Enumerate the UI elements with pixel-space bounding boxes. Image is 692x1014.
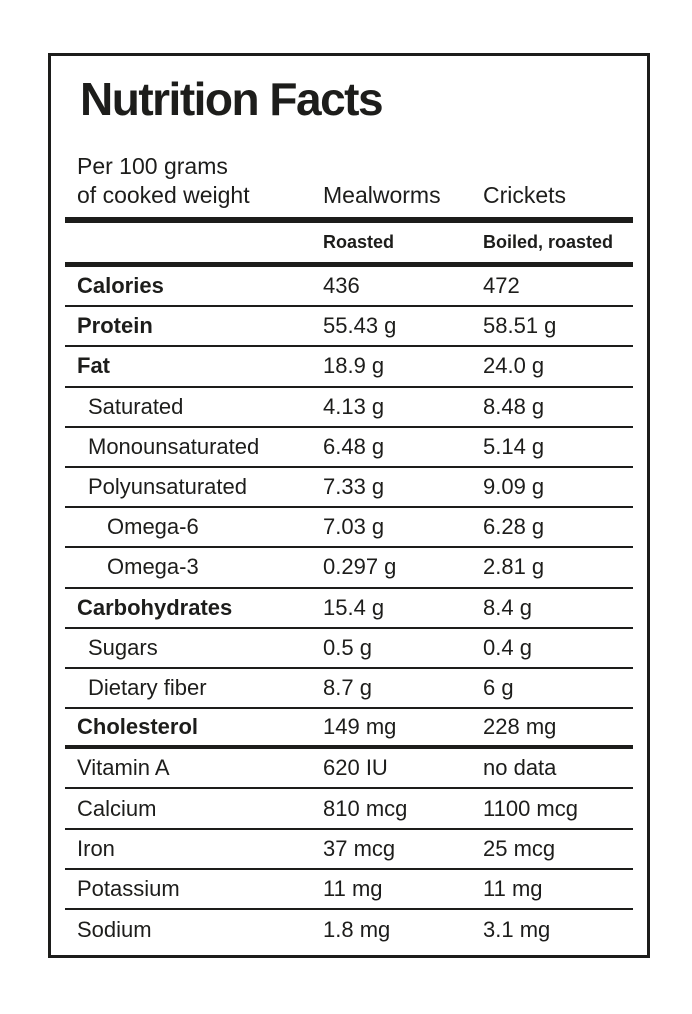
nutrient-label: Omega-3 <box>107 554 199 580</box>
nutrient-label: Calories <box>77 273 164 299</box>
row-monounsaturated: Monounsaturated 6.48 g 5.14 g <box>65 428 633 468</box>
label-title: Nutrition Facts <box>80 73 384 125</box>
crickets-value: 3.1 mg <box>483 917 551 943</box>
mealworms-value: 436 <box>323 273 360 299</box>
nutrient-label: Saturated <box>88 393 184 419</box>
crickets-value: 6.28 g <box>483 514 545 540</box>
mealworms-value: 18.9 g <box>323 353 385 379</box>
preparation-mealworms: Roasted <box>323 232 395 252</box>
row-calcium: Calcium 810 mcg 1100 mcg <box>65 789 633 830</box>
row-fat: Fat 18.9 g 24.0 g <box>65 347 633 388</box>
row-iron: Iron 37 mcg 25 mcg <box>65 830 633 870</box>
nutrient-label: Cholesterol <box>77 714 199 740</box>
row-polyunsaturated: Polyunsaturated 7.33 g 9.09 g <box>65 468 633 509</box>
mealworms-value: 149 mg <box>323 714 397 740</box>
nutrient-label: Carbohydrates <box>77 594 233 620</box>
crickets-value: 5.14 g <box>483 433 545 459</box>
row-omega-6: Omega-6 7.03 g 6.28 g <box>65 508 633 549</box>
serving-info: Per 100 grams of cooked weight <box>65 152 323 210</box>
crickets-value: 0.4 g <box>483 634 532 660</box>
crickets-value: 8.4 g <box>483 594 532 620</box>
nutrient-label: Iron <box>77 835 115 861</box>
crickets-value: 472 <box>483 273 520 299</box>
nutrient-label: Monounsaturated <box>88 433 260 459</box>
crickets-value: 1100 mcg <box>483 795 578 821</box>
row-potassium: Potassium 11 mg 11 mg <box>65 870 633 910</box>
row-carbohydrates: Carbohydrates 15.4 g 8.4 g <box>65 589 633 629</box>
nutrition-facts-label: Nutrition Facts Per 100 grams of cooked … <box>48 53 650 958</box>
nutrient-label: Potassium <box>77 875 180 901</box>
crickets-value: 9.09 g <box>483 474 545 500</box>
mealworms-value: 55.43 g <box>323 313 397 339</box>
nutrient-label: Protein <box>77 313 153 339</box>
mealworms-value: 4.13 g <box>323 393 385 419</box>
row-cholesterol: Cholesterol 149 mg 228 mg <box>65 709 633 750</box>
mealworms-value: 0.5 g <box>323 634 372 660</box>
table-header: Per 100 grams of cooked weight Mealworms… <box>65 152 633 210</box>
crickets-value: 58.51 g <box>483 313 557 339</box>
crickets-value: 24.0 g <box>483 353 545 379</box>
mealworms-value: 6.48 g <box>323 433 385 459</box>
subheader-divider-bar <box>65 262 633 267</box>
mealworms-value: 810 mcg <box>323 795 408 821</box>
mealworms-value: 11 mg <box>323 875 383 901</box>
mealworms-value: 620 IU <box>323 755 388 781</box>
nutrient-label: Dietary fiber <box>88 674 207 700</box>
row-sodium: Sodium 1.8 mg 3.1 mg <box>65 910 633 950</box>
row-vitamin-a: Vitamin A 620 IU no data <box>65 749 633 790</box>
row-calories: Calories 436 472 <box>65 267 633 308</box>
row-omega-3: Omega-3 0.297 g 2.81 g <box>65 548 633 589</box>
mealworms-value: 1.8 mg <box>323 917 391 943</box>
crickets-value: 6 g <box>483 674 514 700</box>
preparation-header: Roasted Boiled, roasted <box>65 223 633 262</box>
serving-line-2: of cooked weight <box>77 182 250 208</box>
crickets-value: 228 mg <box>483 714 557 740</box>
mealworms-value: 15.4 g <box>323 594 385 620</box>
mealworms-value: 7.03 g <box>323 514 385 540</box>
nutrient-label: Sugars <box>88 634 158 660</box>
mealworms-value: 8.7 g <box>323 674 372 700</box>
crickets-value: no data <box>483 755 557 781</box>
nutrient-table-body: Calories 436 472 Protein 55.43 g 58.51 g… <box>65 267 633 950</box>
row-protein: Protein 55.43 g 58.51 g <box>65 307 633 348</box>
crickets-value: 2.81 g <box>483 554 545 580</box>
column-header-crickets: Crickets <box>483 182 567 208</box>
nutrient-label: Omega-6 <box>107 514 199 540</box>
nutrient-label: Fat <box>77 353 110 379</box>
preparation-crickets: Boiled, roasted <box>483 232 614 252</box>
nutrient-label: Calcium <box>77 795 157 821</box>
row-dietary-fiber: Dietary fiber 8.7 g 6 g <box>65 669 633 710</box>
crickets-value: 11 mg <box>483 875 543 901</box>
row-saturated: Saturated 4.13 g 8.48 g <box>65 388 633 428</box>
row-sugars: Sugars 0.5 g 0.4 g <box>65 629 633 669</box>
crickets-value: 8.48 g <box>483 393 545 419</box>
mealworms-value: 0.297 g <box>323 554 397 580</box>
nutrient-label: Sodium <box>77 917 152 943</box>
crickets-value: 25 mcg <box>483 835 556 861</box>
header-divider-bar <box>65 217 633 223</box>
mealworms-value: 7.33 g <box>323 474 385 500</box>
mealworms-value: 37 mcg <box>323 835 396 861</box>
nutrient-label: Polyunsaturated <box>88 474 247 500</box>
column-header-mealworms: Mealworms <box>323 182 441 208</box>
nutrient-label: Vitamin A <box>77 755 170 781</box>
serving-line-1: Per 100 grams <box>77 153 228 179</box>
